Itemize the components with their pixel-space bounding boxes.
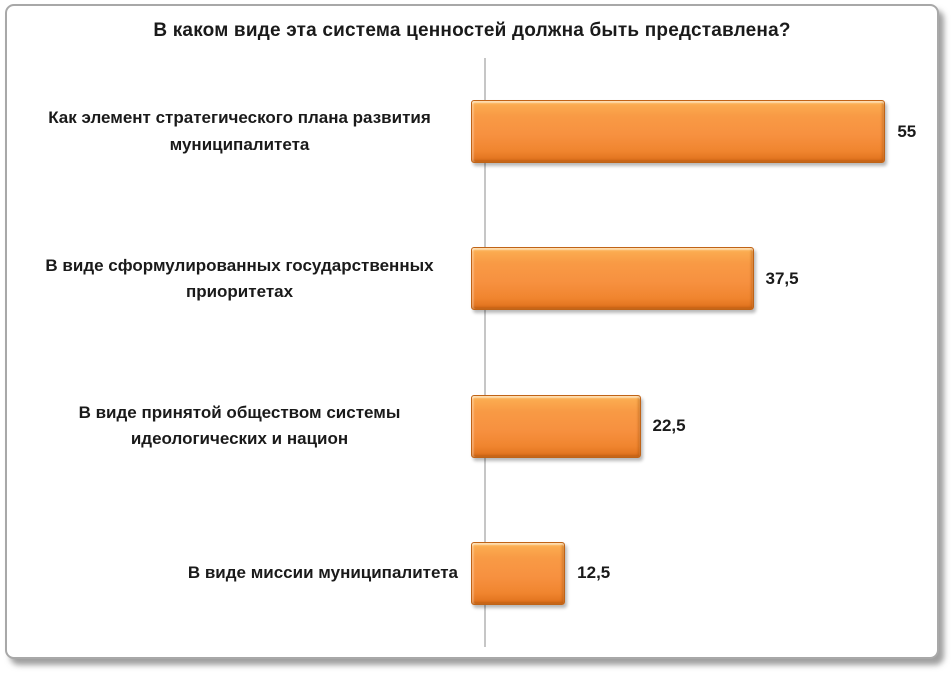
data-bar: [471, 394, 641, 458]
chart-title: В каком виде эта система ценностей должн…: [153, 20, 791, 41]
bar-value-label: 37,5: [765, 268, 799, 288]
category-label: В виде принятой обществом системы идеоло…: [78, 402, 401, 449]
bar-row: В виде принятой обществом системы идеоло…: [21, 353, 923, 500]
data-bar: [471, 541, 566, 605]
bar-zone: 12,5: [471, 541, 923, 605]
data-bar: [471, 100, 886, 164]
plot-area: Как элемент стратегического плана развит…: [21, 58, 923, 647]
bar-zone: 22,5: [471, 394, 923, 458]
bar-row: В виде сформулированных государственных …: [21, 205, 923, 352]
category-label: В виде миссии муниципалитета: [187, 563, 458, 583]
category-label: Как элемент стратегического плана развит…: [48, 108, 431, 154]
bar-row: Как элемент стратегического плана развит…: [21, 58, 923, 205]
bar-value-label: 22,5: [652, 416, 686, 436]
category-axis-line: [484, 58, 486, 647]
bar-zone: 55: [471, 100, 923, 164]
bar-value-label: 12,5: [577, 563, 611, 583]
chart-page: В каком виде эта система ценностей должн…: [5, 4, 939, 659]
bar-row: В виде миссии муниципалитета 12,5: [21, 500, 923, 647]
bar-value-label: 55: [897, 121, 917, 141]
bar-zone: 37,5: [471, 247, 923, 311]
category-label: В виде сформулированных государственных …: [45, 255, 434, 301]
data-bar: [471, 247, 754, 311]
